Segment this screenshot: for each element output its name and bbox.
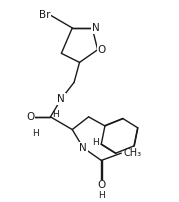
Text: H: H [98, 191, 105, 200]
Text: O: O [97, 180, 105, 190]
Text: H: H [52, 110, 58, 120]
Text: N: N [92, 23, 100, 33]
Text: CH₃: CH₃ [124, 148, 142, 158]
Text: O: O [98, 45, 106, 55]
Text: N: N [79, 143, 87, 153]
Text: N: N [57, 94, 65, 104]
Text: H: H [92, 138, 99, 147]
Text: H: H [33, 129, 39, 138]
Text: O: O [26, 112, 34, 122]
Text: Br: Br [39, 10, 50, 20]
